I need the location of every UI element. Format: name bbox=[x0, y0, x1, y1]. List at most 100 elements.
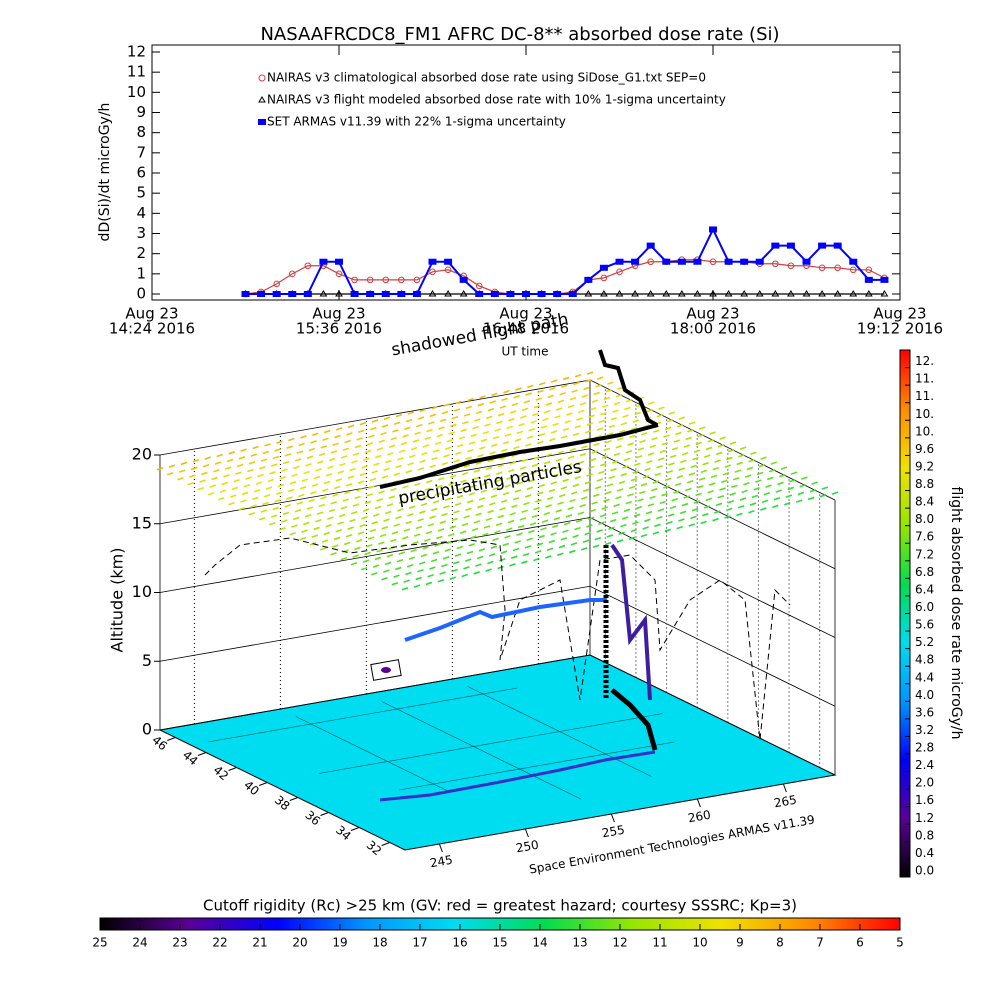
x-tick bbox=[782, 783, 787, 793]
dose-cell bbox=[702, 512, 709, 517]
dose-cell bbox=[520, 415, 527, 419]
dose-cell bbox=[308, 447, 316, 452]
dose-cell bbox=[287, 488, 295, 493]
marker bbox=[849, 258, 858, 265]
marker bbox=[553, 291, 562, 297]
dose-cell bbox=[223, 474, 230, 478]
dose-cell bbox=[513, 394, 520, 399]
dose-cell bbox=[432, 500, 440, 504]
dose-cell bbox=[308, 498, 315, 503]
y-tick-label: 7 bbox=[136, 143, 146, 161]
dose-cell bbox=[566, 412, 573, 416]
dose-cell bbox=[192, 459, 200, 463]
dose-cell bbox=[741, 489, 748, 494]
dose-cell bbox=[479, 446, 486, 450]
marker bbox=[631, 290, 639, 297]
dose-cell bbox=[659, 500, 667, 505]
dose-cell bbox=[253, 489, 261, 493]
dose-cell bbox=[407, 411, 415, 415]
dose-cell bbox=[397, 457, 404, 461]
dose-cell bbox=[431, 456, 438, 461]
dose-cell bbox=[364, 500, 372, 505]
dose-cell bbox=[369, 528, 377, 533]
dose-cell bbox=[468, 441, 476, 445]
dose-cell bbox=[419, 510, 426, 514]
dose-cell bbox=[364, 449, 372, 454]
dose-cell bbox=[444, 497, 452, 501]
dose-cell bbox=[236, 463, 244, 468]
dose-cell bbox=[293, 465, 300, 470]
dose-cell bbox=[521, 509, 528, 514]
colorbar-tick-label: 20 bbox=[292, 936, 307, 950]
dose-cell bbox=[538, 483, 546, 488]
marker bbox=[864, 276, 873, 283]
legend-marker bbox=[258, 96, 266, 103]
dose-cell bbox=[600, 462, 607, 467]
dose-cell bbox=[477, 504, 484, 509]
dose-cell bbox=[322, 437, 329, 441]
dose-cell bbox=[282, 511, 290, 516]
dose-cell bbox=[552, 524, 559, 529]
dose-cell bbox=[545, 402, 553, 406]
dose-cell bbox=[323, 429, 331, 434]
dose-cell bbox=[350, 561, 358, 566]
dose-cell bbox=[180, 461, 188, 466]
dose-cell bbox=[320, 496, 327, 500]
marker bbox=[834, 264, 841, 272]
colorbar-tick-label: 2.0 bbox=[915, 776, 934, 790]
dose-cell bbox=[512, 547, 520, 552]
dose-cell bbox=[664, 477, 672, 482]
dose-cell bbox=[489, 502, 496, 506]
dose-cell bbox=[525, 443, 532, 447]
colorbar-tick-label: 3.2 bbox=[915, 723, 934, 737]
dose-cell bbox=[437, 528, 445, 532]
dose-cell bbox=[550, 430, 558, 434]
dose-cell bbox=[579, 503, 586, 508]
dose-cell bbox=[342, 498, 349, 502]
dose-cell bbox=[625, 449, 633, 454]
marker bbox=[616, 268, 623, 276]
dose-cell bbox=[277, 483, 285, 488]
y-tick-label: 11 bbox=[127, 63, 146, 81]
dose-cell bbox=[360, 566, 368, 571]
dose-cell bbox=[719, 487, 726, 491]
dose-cell bbox=[282, 460, 290, 465]
dose-cell bbox=[388, 444, 396, 449]
colorbar-tick-label: 0.8 bbox=[915, 828, 934, 842]
dose-cell bbox=[441, 461, 448, 466]
dose-cell bbox=[778, 474, 786, 478]
dose-cell bbox=[451, 415, 459, 420]
dose-cell bbox=[439, 418, 447, 423]
dose-cell bbox=[555, 509, 563, 513]
dose-cell bbox=[347, 424, 355, 429]
dose-cell bbox=[661, 492, 668, 497]
dose-cell bbox=[166, 471, 174, 476]
colorbar-tick-label: 0.0 bbox=[915, 864, 934, 878]
dose-cell bbox=[417, 467, 425, 471]
dose-cell bbox=[746, 466, 754, 471]
dose-cell bbox=[695, 441, 703, 446]
dose-cell bbox=[514, 489, 522, 493]
dose-cell bbox=[640, 482, 648, 487]
dose-cell bbox=[405, 418, 413, 423]
dose-cell bbox=[465, 507, 472, 511]
dose-cell bbox=[422, 444, 430, 448]
dose-cell bbox=[391, 581, 399, 586]
dose-cell bbox=[543, 409, 551, 414]
marker bbox=[818, 264, 826, 272]
dose-cell bbox=[586, 524, 593, 528]
dose-cell bbox=[492, 435, 500, 440]
dose-cell bbox=[593, 391, 600, 396]
dose-cell bbox=[291, 473, 298, 477]
dose-cell bbox=[381, 475, 389, 479]
dose-cell bbox=[487, 407, 495, 412]
marker bbox=[864, 290, 873, 297]
dose-cell bbox=[743, 481, 750, 486]
marker bbox=[428, 290, 437, 297]
dose-cell bbox=[349, 467, 356, 472]
dose-cell bbox=[437, 477, 445, 481]
dose-cell bbox=[600, 411, 607, 416]
dose-cell bbox=[582, 539, 590, 544]
dose-cell bbox=[633, 513, 641, 518]
dose-cell bbox=[548, 539, 556, 544]
